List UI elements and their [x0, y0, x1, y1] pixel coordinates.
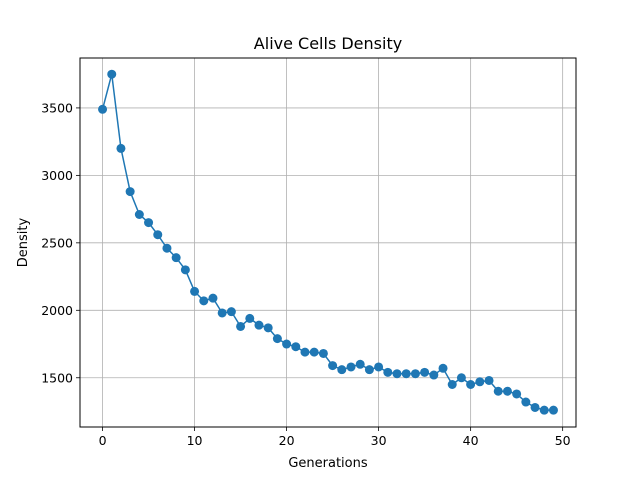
- y-tick-label: 2000: [41, 303, 73, 318]
- x-tick-label: 0: [99, 433, 107, 448]
- data-point: [282, 339, 292, 349]
- data-point: [420, 367, 430, 377]
- data-point: [263, 323, 273, 333]
- data-point: [171, 253, 181, 263]
- data-point: [438, 363, 448, 373]
- data-point: [153, 230, 163, 240]
- x-tick-label: 20: [279, 433, 295, 448]
- data-point: [328, 361, 338, 371]
- data-point: [493, 386, 503, 396]
- data-point: [530, 402, 540, 412]
- x-axis-label: Generations: [288, 456, 368, 471]
- x-tick-label: 10: [187, 433, 203, 448]
- data-point: [521, 397, 531, 407]
- data-point: [272, 334, 282, 344]
- x-tick-label: 40: [463, 433, 479, 448]
- y-tick-label: 2500: [41, 235, 73, 250]
- data-point: [484, 375, 494, 385]
- axis-ticks: 0 10 20 30 40 50 1500 2000 2500 3000 3500: [41, 100, 570, 448]
- data-point: [548, 405, 558, 415]
- data-point: [429, 370, 439, 380]
- y-tick-label: 3500: [41, 100, 73, 115]
- y-axis-label: Density: [16, 217, 31, 267]
- data-point: [512, 389, 522, 399]
- y-tick-label: 1500: [41, 370, 73, 385]
- data-point: [245, 313, 255, 323]
- data-point: [318, 348, 328, 358]
- data-point: [447, 380, 457, 389]
- data-point: [392, 369, 402, 379]
- chart-title: Alive Cells Density: [254, 34, 402, 53]
- data-point: [383, 367, 393, 377]
- data-point: [410, 369, 420, 379]
- data-point: [190, 286, 200, 296]
- data-point: [355, 359, 365, 369]
- data-point: [98, 104, 108, 114]
- data-point: [236, 321, 246, 331]
- data-point: [539, 405, 549, 415]
- data-point: [337, 365, 347, 375]
- data-point: [291, 342, 301, 352]
- data-point: [466, 380, 476, 389]
- data-point: [162, 243, 172, 253]
- data-point: [134, 210, 144, 219]
- data-point: [309, 347, 319, 357]
- data-point: [364, 365, 374, 375]
- data-point: [116, 143, 126, 153]
- data-point: [144, 218, 154, 228]
- data-point: [502, 386, 512, 396]
- data-point: [226, 307, 236, 317]
- data-point: [125, 187, 135, 197]
- x-tick-label: 50: [555, 433, 571, 448]
- data-points: [98, 69, 558, 415]
- data-point: [401, 369, 411, 379]
- data-point: [374, 362, 384, 372]
- data-point: [300, 347, 310, 357]
- data-point: [208, 293, 218, 303]
- data-point: [346, 362, 356, 372]
- data-point: [199, 296, 209, 306]
- data-point: [456, 373, 466, 383]
- data-point: [217, 308, 227, 318]
- x-tick-label: 30: [371, 433, 387, 448]
- data-point: [180, 265, 190, 275]
- data-point: [107, 69, 117, 79]
- data-point: [254, 320, 264, 330]
- data-point: [475, 377, 485, 387]
- y-tick-label: 3000: [41, 168, 73, 183]
